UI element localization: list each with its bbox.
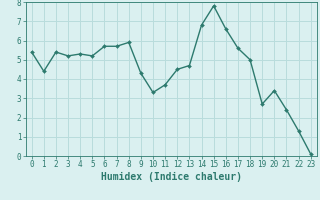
X-axis label: Humidex (Indice chaleur): Humidex (Indice chaleur) (101, 172, 242, 182)
